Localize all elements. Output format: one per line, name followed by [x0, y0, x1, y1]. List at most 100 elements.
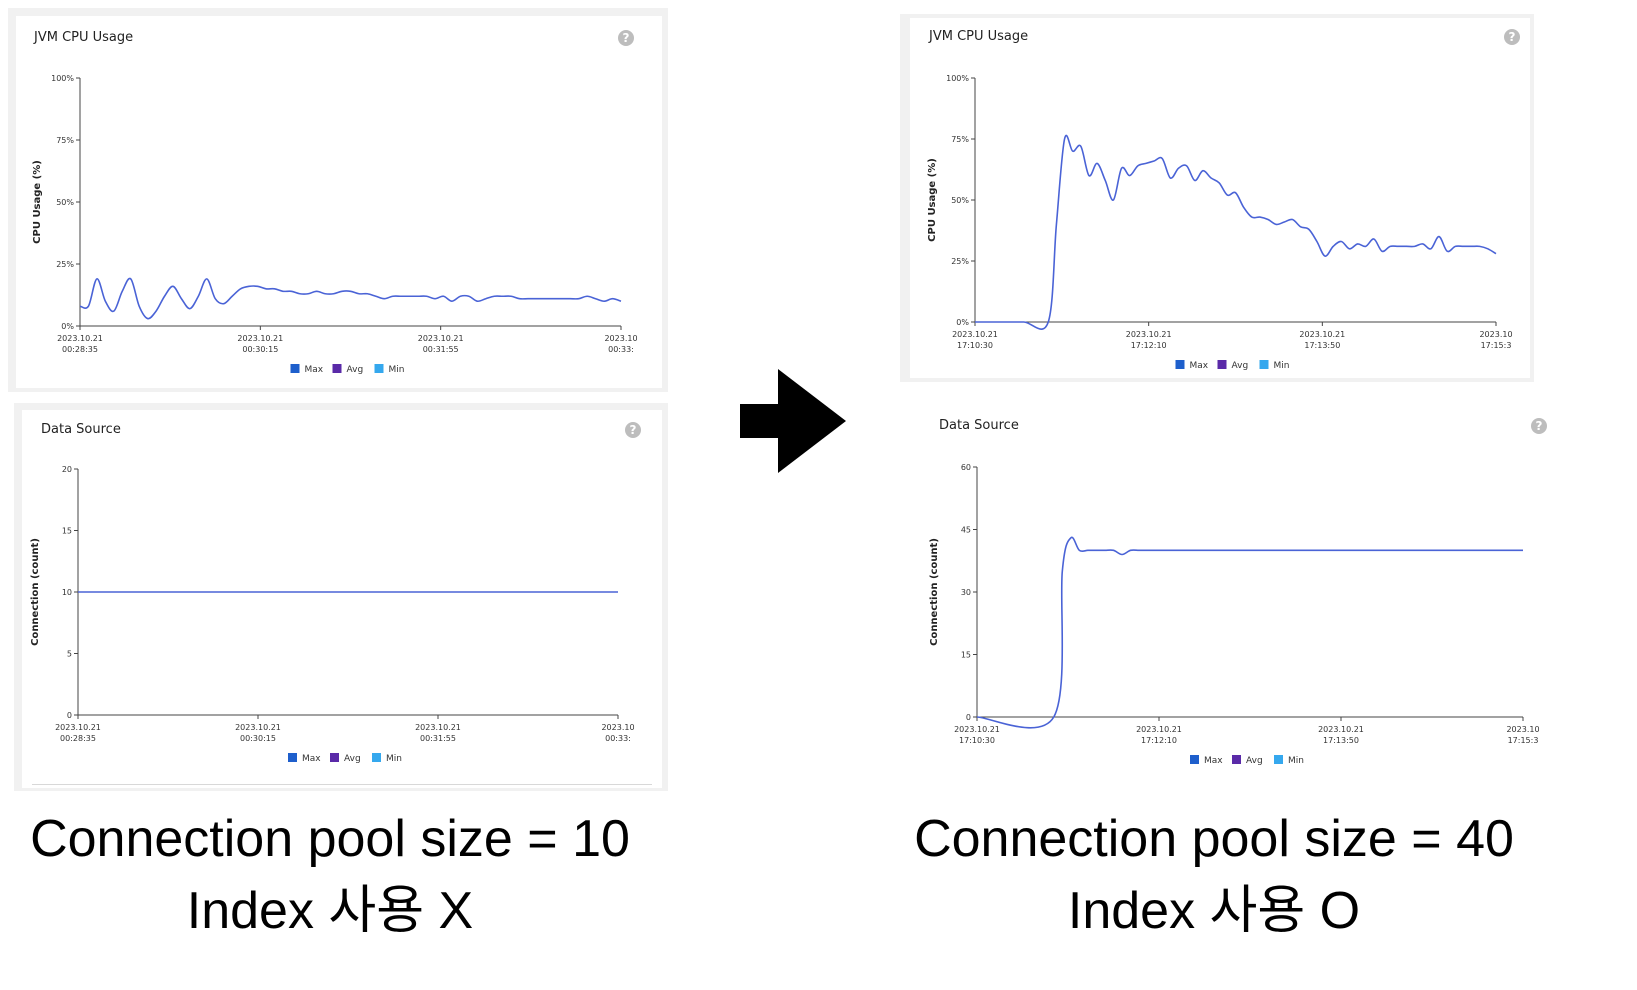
- y-axis-label: Connection (count): [929, 538, 940, 646]
- legend-label: Max: [305, 365, 324, 375]
- help-icon[interactable]: ?: [625, 422, 641, 438]
- left-cpu-title: JVM CPU Usage: [34, 30, 134, 45]
- x-tick-label: 2023.10.21: [235, 723, 281, 732]
- right-ds-chart: 0 15 30 45 60 Connection (count) 2023.10.21 17:…: [929, 463, 1540, 766]
- legend-label: Avg: [1246, 756, 1263, 766]
- y-tick-label: 25%: [56, 260, 74, 269]
- y-tick-label: 20: [62, 465, 72, 474]
- x-tick-label: 17:12:10: [1141, 736, 1177, 745]
- legend-label: Min: [386, 754, 402, 764]
- left-cpu-panel: JVM CPU Usage ? 0% 25% 50% 75% 100% CPU Usage…: [16, 16, 662, 388]
- x-tick-label: 2023.10.21: [954, 725, 1000, 734]
- x-tick-label: 17:15:3: [1481, 341, 1512, 350]
- x-tick-label: 2023.10.21: [1318, 725, 1364, 734]
- legend-swatch: [1274, 755, 1283, 764]
- right-cpu-title: JVM CPU Usage: [929, 29, 1029, 44]
- help-icon[interactable]: ?: [618, 30, 634, 46]
- x-tick-label: 17:12:10: [1131, 341, 1167, 350]
- left-ds-chart: 0 5 10 15 20 Connection (count) 2023.10.21 00:2…: [30, 465, 635, 764]
- x-tick-label: 17:15:3: [1508, 736, 1539, 745]
- right-caption-line1: Connection pool size = 40: [914, 810, 1514, 868]
- left-ds-title: Data Source: [41, 422, 121, 437]
- legend-swatch: [1175, 360, 1185, 369]
- legend-label: Max: [302, 754, 321, 764]
- x-tick-label: 17:13:50: [1304, 341, 1340, 350]
- legend-label: Min: [389, 365, 405, 375]
- x-tick-label: 2023.10.21: [418, 334, 464, 343]
- help-icon[interactable]: ?: [1531, 418, 1547, 434]
- legend-swatch: [332, 364, 342, 373]
- left-ds-panel: Data Source ? 0 5 10 15 20 Connection (count)…: [22, 410, 662, 788]
- y-axis-label: CPU Usage (%): [927, 158, 938, 242]
- x-tick-label: 2023.10.21: [1136, 725, 1182, 734]
- right-cpu-panel: JVM CPU Usage ? 0% 25% 50% 75% 100% CPU Usage…: [910, 18, 1530, 378]
- y-axis-label: CPU Usage (%): [32, 160, 43, 244]
- y-tick-label: 25%: [951, 257, 969, 266]
- arrow-right-icon: [740, 369, 846, 473]
- y-tick-label: 30: [961, 588, 971, 597]
- legend-label: Avg: [344, 754, 361, 764]
- y-tick-label: 75%: [951, 135, 969, 144]
- right-ds-title: Data Source: [939, 418, 1019, 433]
- y-tick-label: 100%: [946, 74, 969, 83]
- legend-swatch: [330, 753, 339, 762]
- y-axis-label: Connection (count): [30, 538, 41, 646]
- x-tick-label: 00:33:: [608, 345, 634, 354]
- legend-label: Avg: [347, 365, 364, 375]
- y-tick-label: 60: [961, 463, 971, 472]
- y-tick-label: 75%: [56, 136, 74, 145]
- legend-label: Max: [1204, 756, 1223, 766]
- y-tick-label: 100%: [51, 74, 74, 83]
- x-tick-label: 00:31:55: [423, 345, 459, 354]
- x-tick-label: 2023.10: [604, 334, 637, 343]
- series-line: [974, 134, 1497, 330]
- left-caption: Connection pool size = 10 Index 사용 X: [0, 803, 660, 947]
- legend-swatch: [372, 753, 381, 762]
- x-tick-label: 00:30:15: [242, 345, 278, 354]
- legend-label: Min: [1288, 756, 1304, 766]
- legend-swatch: [288, 753, 297, 762]
- y-tick-label: 15: [62, 527, 72, 536]
- y-tick-label: 5: [67, 650, 72, 659]
- y-tick-label: 0%: [61, 322, 74, 331]
- series-line: [976, 536, 1523, 729]
- y-tick-label: 10: [62, 588, 72, 597]
- legend-swatch: [1190, 755, 1199, 764]
- x-tick-label: 2023.10.21: [1299, 330, 1345, 339]
- help-icon[interactable]: ?: [1504, 29, 1520, 45]
- x-tick-label: 2023.10.21: [237, 334, 283, 343]
- x-tick-label: 00:28:35: [60, 734, 96, 743]
- legend-label: Avg: [1232, 361, 1249, 371]
- legend-label: Min: [1274, 361, 1290, 371]
- y-tick-label: 45: [961, 526, 971, 535]
- x-tick-label: 2023.10.21: [415, 723, 461, 732]
- y-tick-label: 0: [966, 713, 971, 722]
- legend-swatch: [1232, 755, 1241, 764]
- panel-footer-line: [32, 784, 652, 785]
- y-tick-label: 15: [961, 651, 971, 660]
- right-ds-panel: Data Source ? 0 15 30 45 60 Connection (count…: [918, 404, 1558, 786]
- y-tick-label: 0%: [956, 318, 969, 327]
- right-caption: Connection pool size = 40 Index 사용 O: [884, 803, 1544, 947]
- left-cpu-chart: 0% 25% 50% 75% 100% CPU Usage (%) 2023.10.21 00…: [32, 74, 638, 375]
- legend-swatch: [374, 364, 384, 373]
- right-cpu-chart: 0% 25% 50% 75% 100% CPU Usage (%) 2023.10.21 17…: [927, 74, 1513, 371]
- y-tick-label: 50%: [56, 198, 74, 207]
- right-caption-line2: Index 사용 O: [1067, 882, 1361, 940]
- y-tick-label: 0: [67, 711, 72, 720]
- x-tick-label: 2023.10.21: [1126, 330, 1172, 339]
- x-tick-label: 00:33:: [605, 734, 631, 743]
- x-tick-label: 2023.10: [1506, 725, 1539, 734]
- x-tick-label: 00:31:55: [420, 734, 456, 743]
- x-tick-label: 17:10:30: [959, 736, 995, 745]
- x-tick-label: 00:28:35: [62, 345, 98, 354]
- legend-swatch: [1217, 360, 1227, 369]
- x-tick-label: 2023.10.21: [952, 330, 998, 339]
- y-tick-label: 50%: [951, 196, 969, 205]
- series-line: [79, 277, 622, 320]
- x-tick-label: 2023.10: [1479, 330, 1512, 339]
- legend-swatch: [1259, 360, 1269, 369]
- x-tick-label: 2023.10.21: [55, 723, 101, 732]
- x-tick-label: 00:30:15: [240, 734, 276, 743]
- x-tick-label: 17:10:30: [957, 341, 993, 350]
